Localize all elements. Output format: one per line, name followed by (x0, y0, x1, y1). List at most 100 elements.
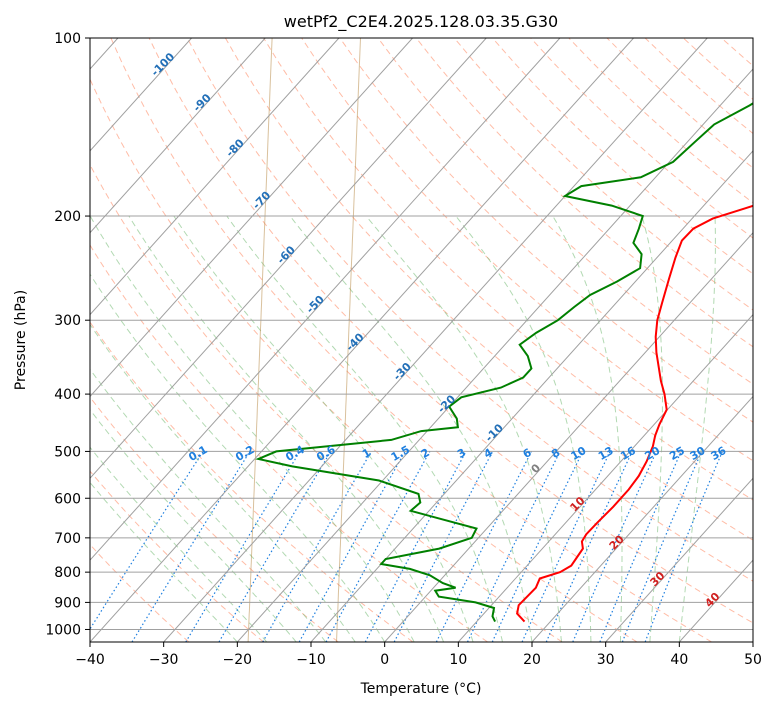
isotherm-line (310, 150, 753, 642)
dry-adiabat (90, 244, 488, 642)
mixing-ratio-line (466, 451, 561, 642)
isotherm-label: -90 (191, 91, 214, 114)
moist-adiabat (173, 215, 474, 642)
mixing-ratio-line (491, 451, 584, 642)
isotherm-line (90, 38, 192, 152)
mixing-ratio-label: 36 (709, 444, 729, 463)
mixing-ratio-label: 3 (455, 446, 468, 461)
mixing-ratio-label: 16 (618, 444, 638, 463)
dry-adiabat (530, 38, 753, 239)
y-tick-label: 600 (54, 491, 81, 507)
moist-adiabat (90, 323, 356, 642)
plot-labels: 0.1 0.2 0.4 0.6 1 1.5 2 3 4 6 8 10 13 16 20 25 30 36-100-… (149, 50, 729, 610)
isotherm-label: 10 (568, 494, 588, 514)
moist-adiabat (455, 215, 592, 642)
y-tick-label: 300 (54, 313, 81, 329)
dry-adiabat (760, 38, 775, 642)
isotherm-label: 20 (607, 532, 627, 552)
isotherm-label: 40 (702, 590, 722, 610)
mixing-ratio-line (435, 451, 533, 642)
mixing-ratio-label: 20 (643, 444, 663, 463)
moist-adiabat (128, 215, 445, 642)
isotherm-line (236, 68, 753, 642)
mixing-ratio-line (131, 451, 251, 642)
moist-adiabat (641, 215, 663, 642)
y-tick-label: 200 (54, 209, 81, 225)
isotherm-line (531, 395, 753, 642)
grid-lines (90, 38, 753, 642)
y-tick-label: 800 (54, 565, 81, 581)
mixing-ratio-label: 2 (419, 446, 432, 461)
profile-lines (255, 102, 753, 623)
mixing-ratio-label: 10 (569, 444, 589, 463)
mixing-ratio-label: 25 (667, 444, 687, 463)
dry-adiabat (90, 396, 339, 642)
mixing-ratio-line (262, 451, 372, 642)
mixing-ratio-line (599, 451, 682, 642)
isotherm-line (90, 38, 340, 316)
dry-adiabat (110, 38, 712, 642)
dry-adiabat (606, 38, 753, 169)
moist-adiabat (226, 215, 503, 642)
isotherm-label: -10 (483, 421, 506, 444)
temperature-profile (516, 204, 753, 623)
moist-adiabat (678, 215, 716, 642)
dry-adiabat (90, 163, 563, 642)
moist-adiabat (90, 409, 297, 642)
isotherm-line (90, 38, 266, 234)
moist-adiabat (90, 215, 415, 642)
x-tick-label: 50 (744, 652, 762, 668)
isotherm-line (605, 477, 753, 642)
dry-adiabat (377, 38, 753, 385)
moist-adiabat (90, 273, 386, 642)
dewpoint-profile (255, 102, 753, 623)
mixing-ratio-label: 30 (688, 444, 708, 463)
x-tick-label: −40 (75, 652, 105, 668)
mixing-ratio-line (90, 451, 204, 631)
plot-frame (89, 37, 754, 643)
dry-adiabat (721, 38, 753, 67)
mixing-ratio-label: 0.1 (186, 443, 209, 464)
x-axis: −40 −30 −20 −10 0 10 20 30 40 50 (75, 642, 762, 668)
x-tick-label: 30 (597, 652, 615, 668)
mixing-ratio-line (572, 451, 658, 642)
isotherm-line (90, 38, 487, 480)
isotherm-label: -100 (149, 50, 178, 79)
mixing-ratio-line (545, 451, 633, 642)
y-tick-label: 500 (54, 444, 81, 460)
y-axis: 100 200 300 400 500 600 700 800 900 1000 (45, 31, 90, 638)
isotherm-label: -80 (223, 136, 246, 159)
isotherm-line (90, 38, 634, 642)
y-tick-label: 700 (54, 531, 81, 547)
moist-adiabat (90, 446, 268, 642)
mixing-ratio-line (644, 451, 723, 642)
mixing-ratio-line (325, 451, 431, 642)
y-tick-label: 100 (54, 31, 81, 47)
x-tick-label: −30 (149, 652, 179, 668)
y-tick-label: 400 (54, 387, 81, 403)
dry-adiabat (682, 38, 753, 101)
mixing-ratio-label: 13 (596, 444, 616, 463)
mixing-ratio-label: 1.5 (389, 443, 412, 464)
dry-adiabat (90, 470, 264, 642)
isotherm-line (163, 38, 708, 642)
y-axis-title: Pressure (hPa) (13, 290, 29, 390)
y-tick-label: 900 (54, 595, 81, 611)
x-tick-label: 0 (380, 652, 389, 668)
dry-adiabat (148, 38, 753, 624)
isotherm-line (90, 38, 561, 561)
moist-adiabat (90, 481, 238, 642)
moist-adiabat (552, 215, 623, 642)
isotherm-line (752, 641, 753, 642)
ice-curve (336, 38, 361, 642)
mixing-ratio-line (185, 451, 301, 642)
mixing-ratio-line (621, 451, 703, 642)
isotherm-line (457, 313, 753, 642)
x-axis-title: Temperature (°C) (360, 681, 482, 697)
mixing-ratio-line (298, 451, 406, 642)
isotherm-line (90, 38, 413, 398)
moist-adiabat (365, 215, 562, 642)
chart-title: wetPf2_C2E4.2025.128.03.35.G30 (284, 12, 558, 32)
x-tick-label: 40 (670, 652, 688, 668)
